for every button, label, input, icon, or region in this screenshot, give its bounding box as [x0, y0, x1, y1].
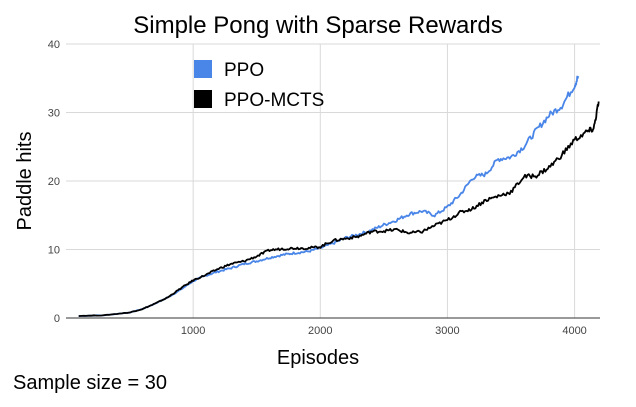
x-axis-label: Episodes — [277, 347, 359, 369]
sample-size-note: Sample size = 30 — [13, 372, 167, 394]
chart-title: Simple Pong with Sparse Rewards — [133, 12, 503, 39]
y-tick-label: 20 — [48, 176, 60, 188]
legend-label-ppo: PPO — [224, 60, 264, 81]
y-tick-label: 0 — [54, 313, 60, 325]
legend-swatch-ppo-mcts — [194, 90, 212, 108]
grid-lines — [66, 43, 600, 318]
y-tick-label: 30 — [48, 108, 60, 120]
y-axis-label: Paddle hits — [14, 132, 36, 231]
legend: PPO PPO-MCTS — [194, 60, 324, 111]
line-chart: 0 10 20 30 40 1000 2000 3000 4000 Simple Pong wi… — [14, 12, 600, 369]
series-line-ppo — [78, 75, 580, 317]
y-tick-label: 10 — [48, 245, 60, 257]
tick-labels: 0 10 20 30 40 1000 2000 3000 4000 — [48, 39, 587, 337]
x-tick-label: 4000 — [562, 325, 586, 337]
x-tick-label: 2000 — [308, 325, 332, 337]
x-tick-label: 3000 — [435, 325, 459, 337]
legend-label-ppo-mcts: PPO-MCTS — [224, 90, 324, 111]
legend-swatch-ppo — [194, 60, 212, 78]
series-lines — [78, 75, 600, 317]
series-line-ppo-mcts — [78, 101, 600, 317]
x-tick-label: 1000 — [181, 325, 205, 337]
y-tick-label: 40 — [48, 39, 60, 51]
